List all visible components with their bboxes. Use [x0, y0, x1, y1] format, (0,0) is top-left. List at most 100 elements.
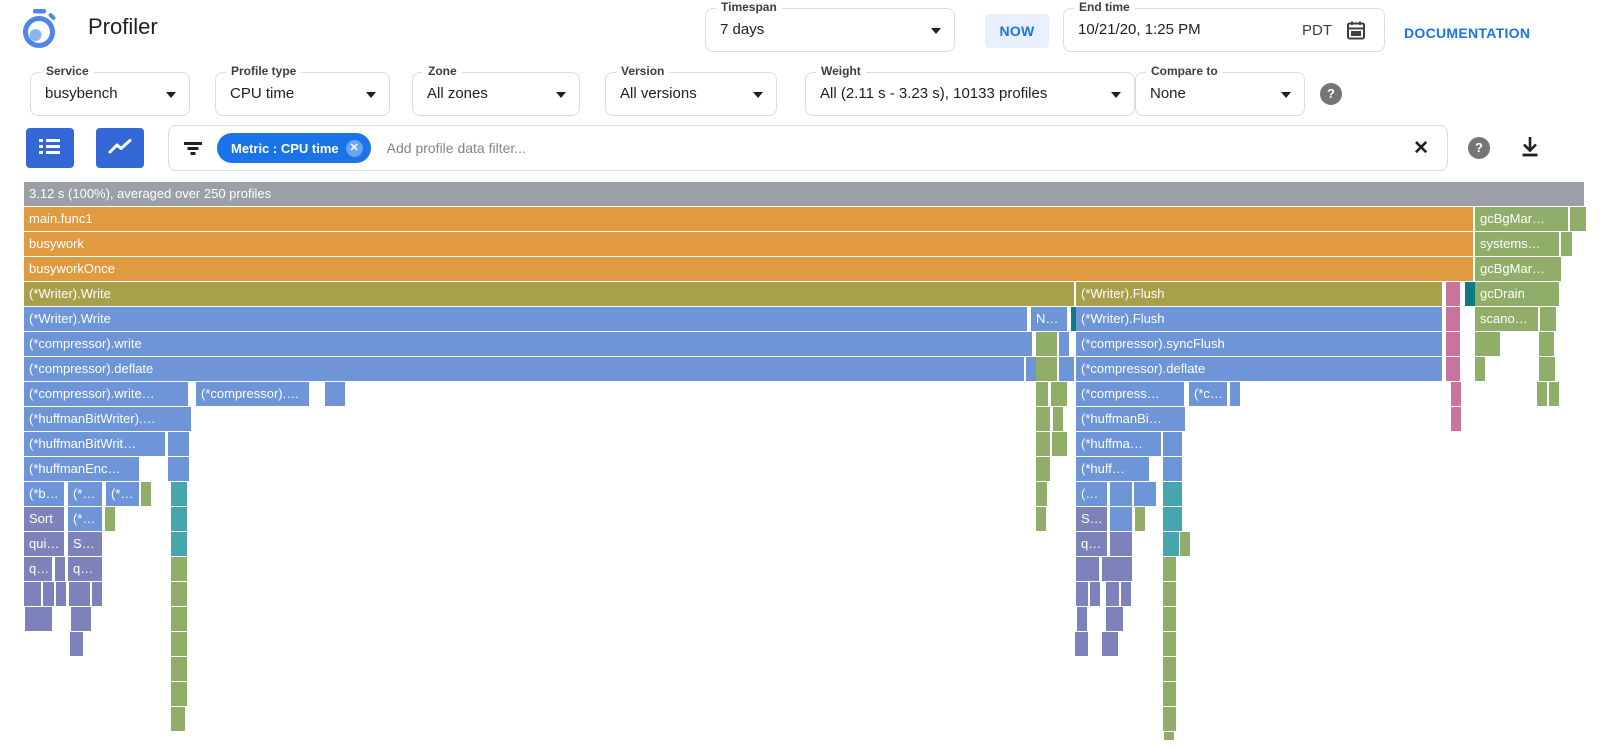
flame-frame[interactable]: (*… [68, 482, 102, 506]
flame-frame-small[interactable] [1163, 582, 1176, 606]
help-icon[interactable]: ? [1320, 83, 1342, 105]
flame-frame[interactable]: N… [1031, 307, 1067, 331]
flame-frame-small[interactable] [92, 582, 102, 606]
flame-frame-small[interactable] [73, 632, 83, 656]
flame-frame-small[interactable] [1576, 207, 1586, 231]
service-select[interactable]: Service busybench [30, 64, 190, 116]
flame-frame-small[interactable] [1090, 582, 1100, 606]
flame-frame-small[interactable] [1102, 557, 1132, 581]
flame-frame[interactable]: gcBgMar… [1475, 207, 1568, 231]
now-button[interactable]: NOW [985, 14, 1049, 48]
flame-frame[interactable]: (*huffmanBitWriter).… [24, 407, 191, 431]
flame-frame-small[interactable] [171, 532, 187, 556]
flame-frame-small[interactable] [171, 582, 187, 606]
flame-frame[interactable]: (*huffma… [1076, 432, 1161, 456]
flame-frame[interactable]: (*compressor).deflate [24, 357, 1024, 381]
flame-frame-small[interactable] [1036, 482, 1047, 506]
flame-frame-small[interactable] [1446, 357, 1460, 381]
flame-frame[interactable]: (*… [68, 507, 102, 531]
flame-frame-small[interactable] [1163, 457, 1182, 481]
flame-frame[interactable]: systems… [1475, 232, 1559, 256]
flame-frame-small[interactable] [55, 557, 65, 581]
flame-frame[interactable]: (*huffmanEnc… [24, 457, 139, 481]
download-icon[interactable] [1518, 134, 1542, 160]
flame-frame[interactable]: (*b… [24, 482, 64, 506]
flame-frame-small[interactable] [1076, 557, 1099, 581]
flame-frame[interactable]: S… [1076, 507, 1107, 531]
flame-frame-small[interactable] [1490, 332, 1500, 356]
flame-frame[interactable]: (*Writer).Flush [1076, 282, 1442, 306]
flame-frame[interactable]: (*huffmanBi… [1076, 407, 1185, 431]
flame-frame[interactable]: q… [68, 557, 102, 581]
calendar-icon[interactable] [1346, 20, 1366, 41]
flame-frame-small[interactable] [1163, 632, 1176, 656]
flame-frame-small[interactable] [1026, 357, 1036, 381]
flame-frame[interactable]: Sort [24, 507, 64, 531]
chart-view-button[interactable] [96, 128, 144, 168]
flame-frame-small[interactable] [1036, 407, 1050, 431]
flame-frame-small[interactable] [1465, 282, 1475, 306]
clear-filter-icon[interactable]: ✕ [1413, 137, 1429, 159]
flame-frame-small[interactable] [1059, 332, 1069, 356]
filter-input[interactable] [384, 139, 1396, 157]
flame-frame-small[interactable] [56, 582, 66, 606]
flame-frame-small[interactable] [1108, 632, 1118, 656]
flame-frame-small[interactable] [171, 632, 187, 656]
flame-frame-small[interactable] [1163, 557, 1176, 581]
flame-frame-small[interactable] [1064, 357, 1074, 381]
flame-frame-small[interactable] [1163, 707, 1176, 731]
flame-frame[interactable]: (*compressor).deflate [1076, 357, 1442, 381]
flame-frame-small[interactable] [1230, 382, 1240, 406]
flame-frame[interactable]: (*compressor).write… [24, 382, 188, 406]
flame-frame-small[interactable] [1539, 357, 1555, 381]
flame-frame-small[interactable] [168, 457, 189, 481]
flame-frame-small[interactable] [171, 657, 187, 681]
flame-frame[interactable]: scano… [1475, 307, 1538, 331]
flame-frame-small[interactable] [31, 607, 41, 631]
flame-frame-small[interactable] [1077, 607, 1087, 631]
flame-frame-small[interactable] [171, 707, 185, 731]
flame-frame-small[interactable] [1475, 332, 1485, 356]
weight-select[interactable]: Weight All (2.11 s - 3.23 s), 10133 prof… [805, 64, 1135, 116]
flame-frame-small[interactable] [71, 607, 81, 631]
flame-frame[interactable]: qui… [24, 532, 64, 556]
flame-frame-small[interactable] [171, 507, 187, 531]
flame-frame[interactable]: gcBgMar… [1475, 257, 1561, 281]
flame-frame-small[interactable] [1057, 382, 1067, 406]
flame-frame[interactable]: busywork [24, 232, 1473, 256]
compare-to-select[interactable]: Compare to None [1135, 64, 1305, 116]
flame-frame[interactable]: main.func1 [24, 207, 1473, 231]
flame-frame[interactable]: gcDrain [1475, 282, 1559, 306]
flame-frame[interactable]: busyworkOnce [24, 257, 1473, 281]
flame-frame-small[interactable] [1036, 432, 1050, 456]
flame-frame-small[interactable] [325, 382, 345, 406]
flame-frame[interactable]: (*… [106, 482, 139, 506]
flame-frame-small[interactable] [1446, 332, 1460, 356]
flame-frame-small[interactable] [1549, 382, 1559, 406]
flame-frame-small[interactable] [1446, 307, 1460, 331]
flame-frame-small[interactable] [1036, 382, 1048, 406]
flame-frame-small[interactable] [1051, 382, 1061, 406]
flame-frame-small[interactable] [1540, 307, 1556, 331]
flame-frame-small[interactable] [171, 682, 187, 706]
flame-frame[interactable]: (*c… [1189, 382, 1227, 406]
list-view-button[interactable] [26, 128, 74, 168]
flame-frame-small[interactable] [1163, 532, 1179, 556]
flame-frame-small[interactable] [1076, 582, 1088, 606]
flame-frame[interactable]: (*huffmanBitWrit… [24, 432, 165, 456]
flame-frame-small[interactable] [1570, 207, 1580, 231]
documentation-link[interactable]: DOCUMENTATION [1404, 25, 1531, 41]
profile-type-select[interactable]: Profile type CPU time [215, 64, 390, 116]
flame-frame-small[interactable] [1110, 532, 1132, 556]
flame-frame-small[interactable] [168, 432, 189, 456]
flame-frame-small[interactable] [1163, 607, 1176, 631]
flame-frame-small[interactable] [24, 582, 41, 606]
flame-frame-small[interactable] [1053, 407, 1063, 431]
flame-frame-small[interactable] [1561, 232, 1572, 256]
flame-frame[interactable]: (*compressor).write [24, 332, 1032, 356]
flame-frame[interactable]: (*Writer).Write [24, 307, 1027, 331]
flame-frame[interactable]: (*Writer).Write [24, 282, 1074, 306]
flame-frame-small[interactable] [69, 582, 90, 606]
flame-frame-small[interactable] [1451, 407, 1461, 431]
flame-frame-small[interactable] [171, 557, 187, 581]
